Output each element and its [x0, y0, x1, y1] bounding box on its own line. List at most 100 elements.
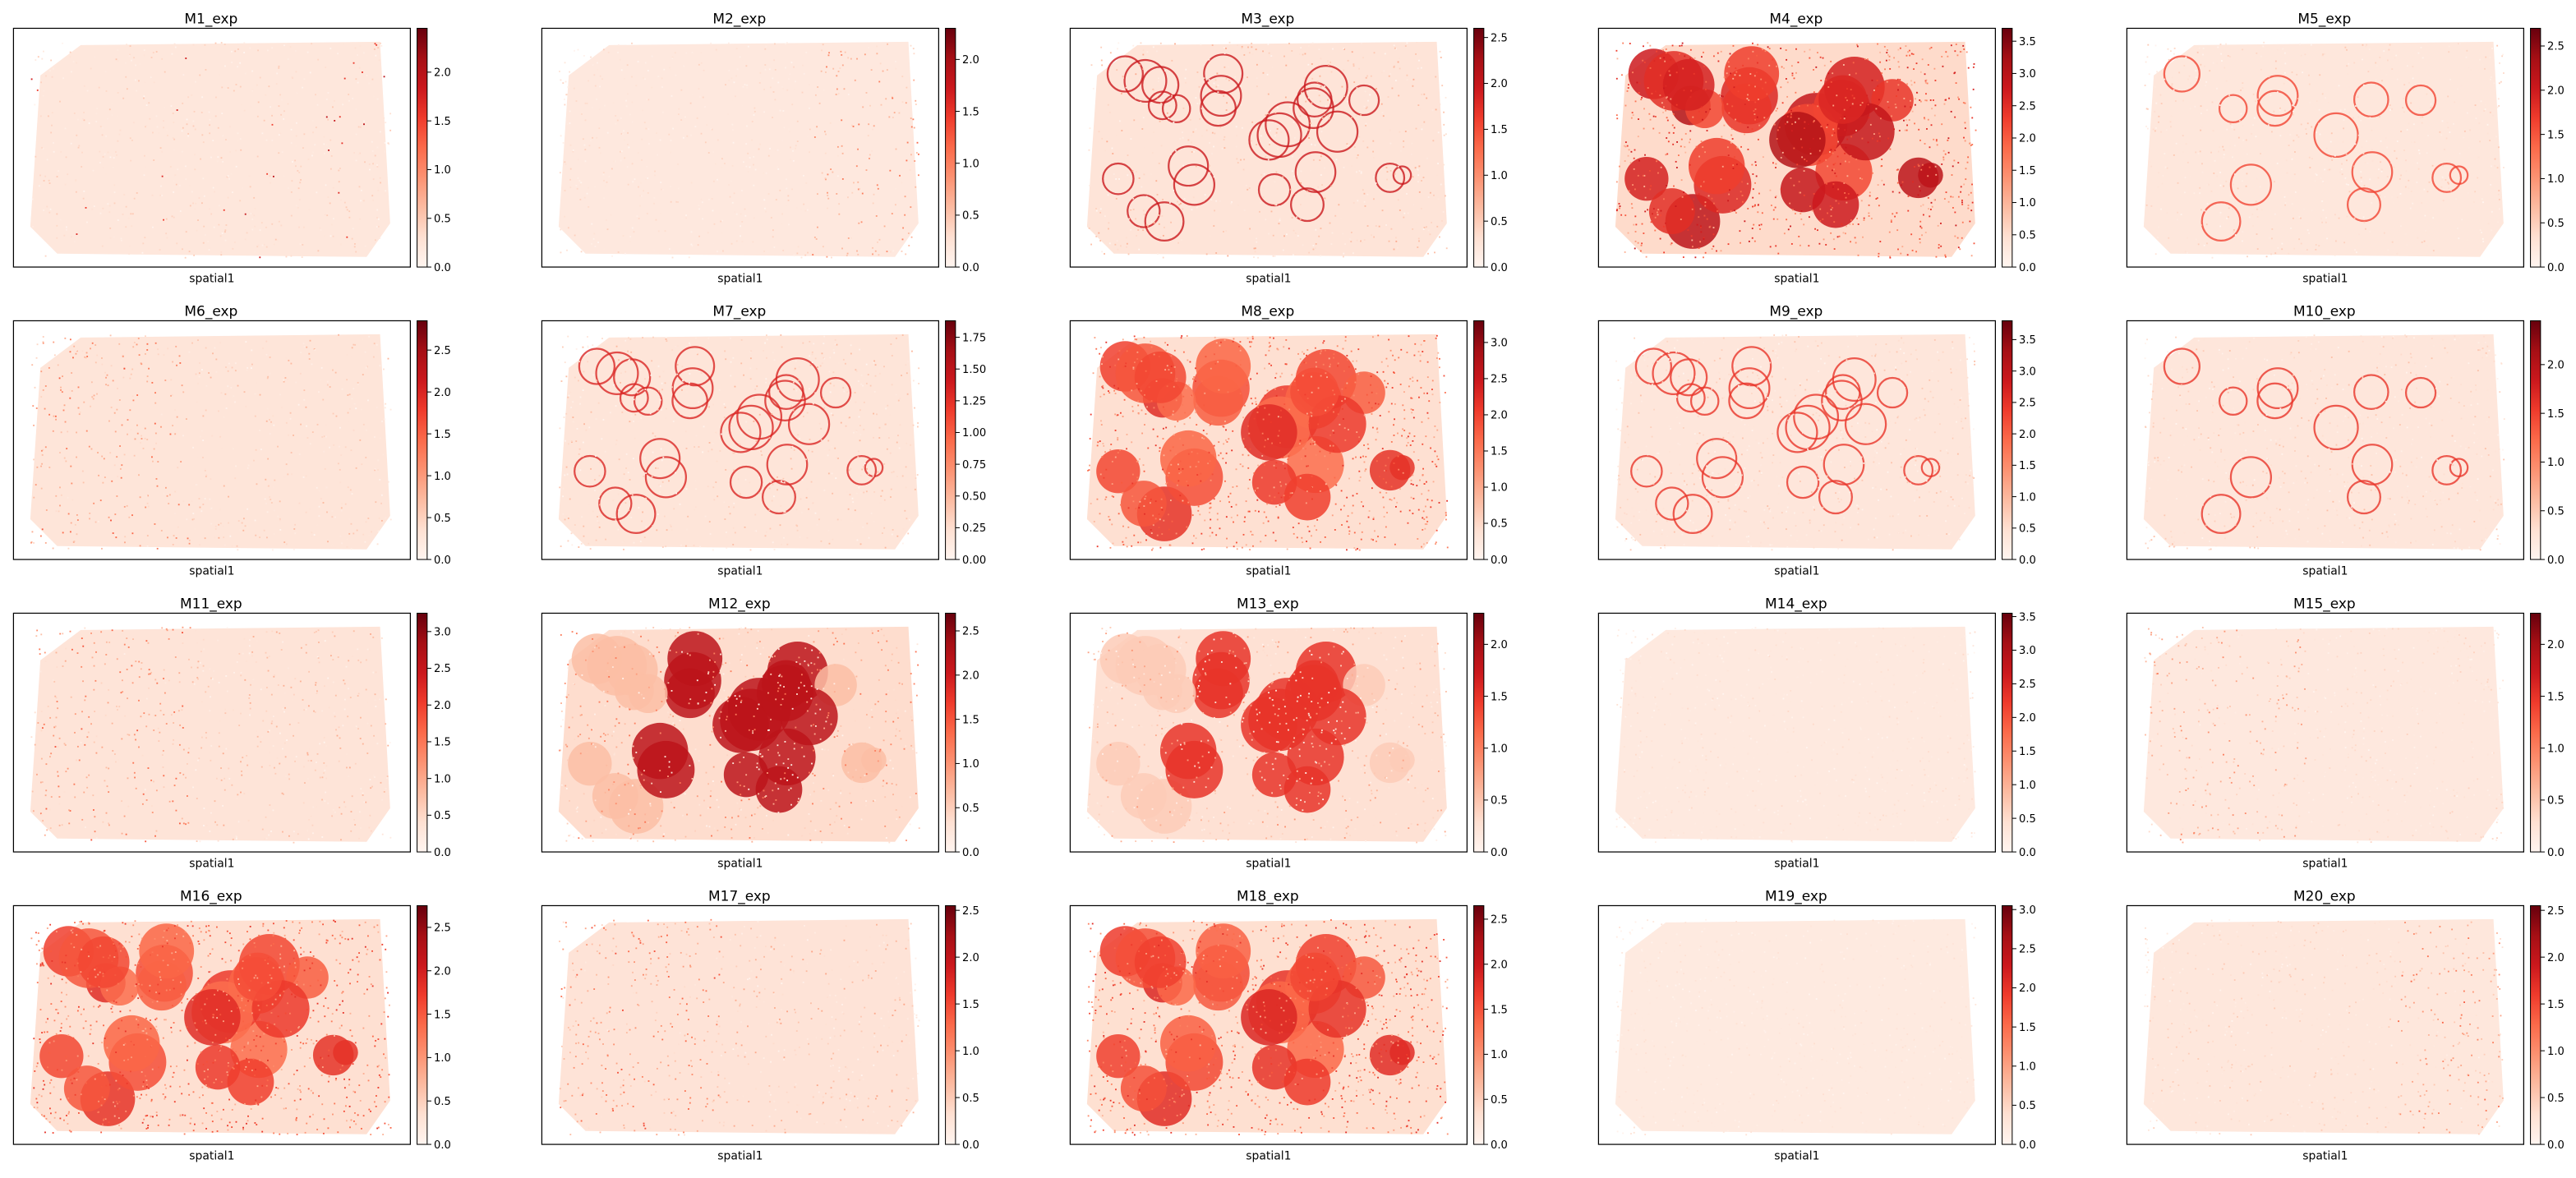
spot — [1139, 64, 1141, 66]
spot — [800, 209, 802, 210]
spot — [1445, 195, 1446, 196]
spot — [81, 152, 83, 154]
spot — [373, 527, 375, 528]
spot — [1935, 166, 1937, 168]
spot — [303, 389, 305, 391]
spot — [1836, 200, 1837, 202]
spot — [665, 230, 666, 232]
spot — [1729, 189, 1730, 191]
spot — [1893, 57, 1895, 58]
spot — [135, 64, 136, 66]
subplot-title: M5_exp — [2297, 12, 2351, 27]
subplot-title: M6_exp — [184, 304, 237, 320]
spot — [1674, 127, 1675, 129]
spot — [329, 386, 331, 388]
spot — [78, 147, 80, 149]
spot — [1780, 48, 1781, 49]
spot — [863, 429, 864, 430]
spot — [872, 253, 873, 255]
spot — [896, 338, 897, 339]
spot — [228, 87, 229, 89]
spot — [565, 440, 566, 442]
spot — [1660, 75, 1661, 76]
spot — [1412, 79, 1414, 81]
colorbar-tick-label: 1.0 — [2019, 197, 2036, 209]
spot — [308, 159, 310, 160]
spot — [1650, 119, 1652, 121]
subplot-svg: M6_expspatial1spatial20.00.51.01.52.02.5 — [12, 304, 528, 593]
spot — [105, 384, 107, 385]
spot — [2449, 79, 2451, 81]
spot — [824, 131, 826, 132]
spot — [615, 199, 616, 200]
spot — [2407, 65, 2408, 67]
spot — [99, 87, 100, 89]
spot — [877, 472, 878, 473]
spot — [2466, 57, 2468, 58]
spot — [917, 474, 919, 476]
spot — [1915, 251, 1917, 252]
spot — [267, 376, 269, 378]
spot — [1121, 93, 1122, 94]
spot — [107, 118, 108, 120]
spot — [327, 196, 329, 198]
spot — [2284, 110, 2286, 112]
spot — [1756, 55, 1758, 57]
colorbar-tick-label: 0.5 — [2547, 218, 2564, 230]
spot — [65, 127, 67, 129]
spot — [1698, 156, 1700, 158]
spot — [1910, 106, 1911, 108]
spot — [341, 503, 343, 504]
spot — [165, 232, 167, 234]
spot — [209, 499, 210, 500]
spot — [1919, 221, 1921, 223]
spot — [334, 517, 336, 518]
spot — [2285, 202, 2287, 204]
spot — [2461, 85, 2463, 87]
spot — [651, 87, 652, 89]
spot — [1834, 150, 1836, 151]
spot — [615, 519, 616, 521]
spot — [1164, 70, 1166, 71]
spot — [906, 102, 907, 104]
spot — [823, 490, 825, 491]
spot — [2198, 243, 2200, 245]
spot — [279, 94, 281, 95]
spot — [1910, 80, 1912, 81]
spot — [1774, 124, 1776, 126]
spot — [1704, 205, 1706, 207]
spot — [53, 68, 54, 70]
spot — [711, 449, 712, 450]
spot — [906, 87, 907, 89]
spot — [1740, 122, 1741, 124]
spot — [116, 154, 118, 156]
spot — [842, 153, 844, 154]
spot — [1795, 72, 1797, 74]
spot — [840, 51, 841, 53]
spot — [2281, 243, 2283, 245]
spot — [352, 493, 353, 495]
spot — [1722, 96, 1724, 98]
spot — [1421, 208, 1422, 209]
spot — [217, 160, 219, 162]
spot — [185, 58, 187, 59]
spot — [868, 473, 869, 475]
spot — [2495, 136, 2497, 137]
spot — [76, 432, 77, 434]
spot — [576, 100, 578, 102]
spot — [2366, 140, 2367, 142]
spot — [1307, 196, 1309, 197]
spot — [879, 367, 881, 369]
spot — [1634, 150, 1636, 151]
spot — [203, 226, 205, 228]
spot — [32, 405, 34, 407]
spot — [248, 465, 250, 467]
spot — [1735, 119, 1736, 121]
spot — [1775, 245, 1776, 246]
spot — [680, 90, 682, 91]
spot — [1371, 76, 1372, 77]
spot — [846, 426, 847, 427]
spot — [739, 444, 740, 445]
spot — [95, 361, 97, 363]
spot — [228, 522, 229, 524]
